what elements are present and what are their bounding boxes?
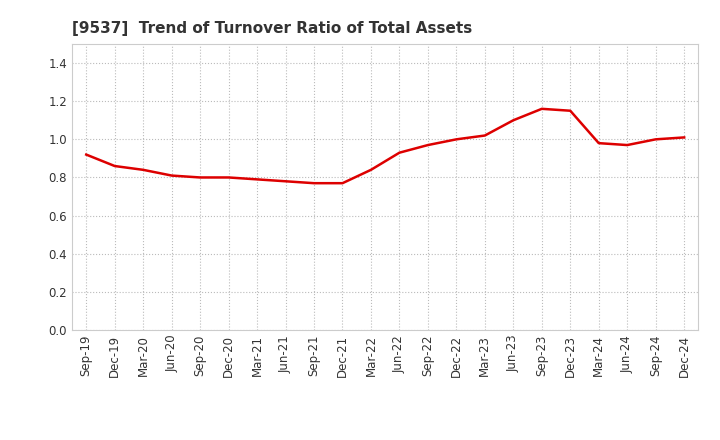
Text: [9537]  Trend of Turnover Ratio of Total Assets: [9537] Trend of Turnover Ratio of Total … [72,21,472,36]
